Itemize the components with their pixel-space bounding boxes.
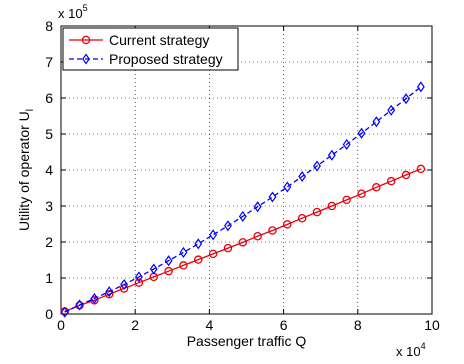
diamond-marker-point bbox=[105, 286, 114, 298]
legend-label: Proposed strategy bbox=[109, 51, 223, 67]
circle-marker-point bbox=[223, 243, 233, 253]
diamond-marker-point bbox=[283, 181, 292, 193]
x-tick-label: 6 bbox=[280, 317, 288, 333]
circle-marker-point bbox=[342, 195, 351, 205]
diamond-marker-point bbox=[224, 220, 232, 232]
circle-marker-point bbox=[386, 176, 396, 186]
y-tick-label: 7 bbox=[45, 54, 53, 70]
diamond-marker-point bbox=[164, 255, 173, 267]
circle-marker-point bbox=[283, 220, 292, 229]
x-multiplier-label: x 104 bbox=[396, 341, 426, 359]
legend-box bbox=[62, 27, 239, 71]
y-axis-label: Utility of operator Ul bbox=[16, 109, 36, 231]
diamond-marker-point bbox=[90, 292, 99, 305]
y-tick-label: 4 bbox=[45, 162, 53, 178]
circle-marker-point bbox=[194, 255, 203, 264]
circle-marker-point bbox=[401, 170, 411, 180]
circle-marker-point bbox=[208, 249, 218, 259]
diamond-marker-point bbox=[194, 238, 203, 250]
circle-marker-point bbox=[164, 266, 173, 276]
circle-marker-point bbox=[179, 261, 188, 270]
circle-marker-point bbox=[104, 289, 114, 299]
x-tick-label: 2 bbox=[131, 317, 139, 333]
diamond-marker-point bbox=[75, 299, 84, 311]
circle-marker-point bbox=[372, 183, 381, 192]
diamond-marker-point bbox=[60, 306, 69, 318]
circle-marker-point bbox=[327, 201, 337, 211]
y-tick-label: 8 bbox=[45, 18, 53, 34]
y-tick-label: 6 bbox=[45, 90, 53, 106]
circle-marker-point bbox=[357, 189, 366, 199]
x-axis-label: Passenger traffic Q bbox=[187, 333, 307, 349]
series-layer bbox=[60, 81, 426, 318]
y-tick-label: 0 bbox=[45, 306, 53, 322]
legend-label: Current strategy bbox=[109, 32, 209, 48]
circle-marker-point bbox=[268, 226, 277, 235]
series-line bbox=[64, 86, 422, 313]
diamond-marker-point bbox=[179, 246, 188, 258]
grid bbox=[61, 26, 432, 314]
y-tick-label: 3 bbox=[45, 198, 53, 214]
y-multiplier-label: x 105 bbox=[58, 3, 88, 21]
circle-marker-point bbox=[134, 278, 144, 287]
ticks: 0 2 4 6 8 10 0 1 2 3 4 5 6 7 8 bbox=[45, 18, 440, 333]
circle-marker-point bbox=[238, 238, 248, 247]
legend: Current strategy Proposed strategy bbox=[62, 27, 239, 71]
series-line bbox=[64, 168, 422, 313]
diamond-marker-point bbox=[209, 229, 218, 241]
diamond-marker-point bbox=[298, 170, 307, 183]
x-tick-label: 0 bbox=[57, 317, 65, 333]
circle-marker-point bbox=[416, 164, 426, 174]
circle-marker-point bbox=[312, 207, 322, 217]
diamond-marker-point bbox=[268, 191, 277, 203]
y-tick-label: 1 bbox=[45, 270, 53, 286]
diamond-marker-point bbox=[416, 81, 425, 93]
diamond-marker-point bbox=[357, 127, 366, 139]
circle-marker-point bbox=[297, 213, 307, 223]
diamond-marker-point bbox=[327, 149, 336, 161]
y-tick-label: 2 bbox=[45, 234, 53, 250]
y-tick-label: 5 bbox=[45, 126, 53, 142]
diamond-marker-point bbox=[149, 263, 158, 275]
circle-marker-point bbox=[253, 231, 262, 241]
series-2 bbox=[60, 81, 425, 318]
diamond-marker-point bbox=[402, 93, 410, 105]
legend-diamond-marker bbox=[82, 53, 90, 65]
x-tick-label: 10 bbox=[424, 317, 440, 333]
x-tick-label: 4 bbox=[206, 317, 214, 333]
diamond-marker-point bbox=[342, 138, 351, 150]
x-tick-label: 8 bbox=[354, 317, 362, 333]
diamond-marker-point bbox=[387, 104, 396, 116]
diamond-marker-point bbox=[120, 278, 129, 291]
diamond-marker-point bbox=[238, 210, 247, 222]
diamond-marker-point bbox=[372, 116, 381, 128]
legend-circle-marker bbox=[81, 35, 91, 45]
diamond-marker-point bbox=[313, 160, 321, 172]
series-1 bbox=[60, 164, 426, 316]
diamond-marker-point bbox=[134, 271, 143, 283]
diamond-marker-point bbox=[253, 201, 262, 213]
